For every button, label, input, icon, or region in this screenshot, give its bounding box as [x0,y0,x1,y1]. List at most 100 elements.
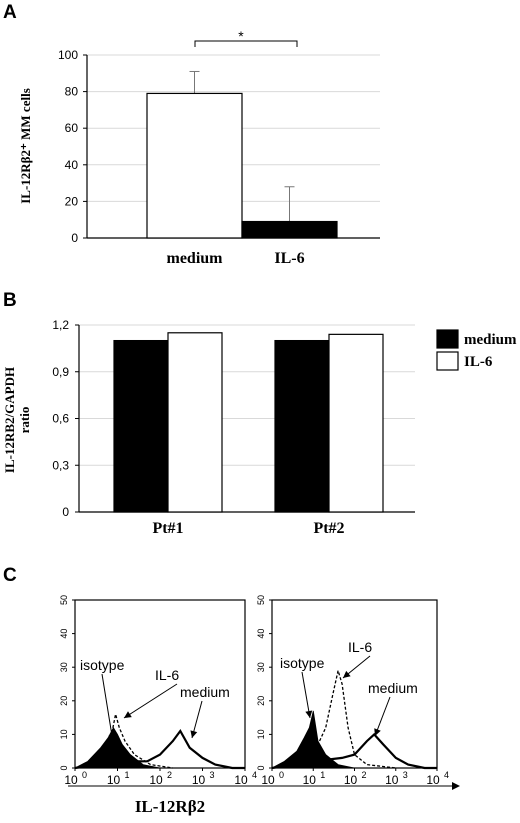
panel-c-y-tick-label: 0 [59,765,69,770]
panel-c-annotation-isotype: isotype [80,657,125,673]
panel-b-bar-medium [274,339,330,513]
panel-b-tick-label: 0,3 [52,458,69,472]
panel-a-category-label: IL-6 [274,250,304,267]
panel-a-bars [146,70,338,239]
panel-c-annotation-arrow [301,671,311,719]
panel-b-y-label-ratio: ratio [17,407,32,434]
panel-c-x-tick-exponent: 1 [320,770,325,780]
panel-c-x-tick-base: 10 [64,773,78,787]
panel-c-annotation-medium: medium [368,680,418,696]
panel-c-x-arrowhead [452,782,460,790]
panel-c-annotation-arrow [123,683,178,719]
panel-c-x-tick-exponent: 4 [252,770,257,780]
panel-a-bar-medium [146,92,243,239]
panel-c-annotation-arrowhead [374,728,381,736]
panel-b-legend: medium IL-6 [436,329,517,371]
panel-b-letter: B [3,290,17,311]
panel-b-y-ticks: 0 0,3 0,6 0,9 1,2 [52,318,79,519]
panel-c-annotation-isotype: isotype [280,655,325,671]
panel-b-tick-label: 0,9 [52,365,69,379]
panel-a-significance-star: * [238,28,244,44]
panel-c-y-tick-label: 0 [256,765,266,770]
panel-c-y-tick-label: 10 [256,729,266,739]
panel-c-x-tick-exponent: 3 [403,770,408,780]
panel-c-letter: C [3,565,17,586]
panel-c-x-tick-base: 10 [149,773,163,787]
panel-c-annotation-arrowhead [190,730,198,738]
panel-c-medium-curve [271,732,437,770]
panel-b-chart: 0 0,3 0,6 0,9 1,2 Pt#1 Pt#2 IL-12RB2/GAPDH ra… [2,318,517,537]
panel-b-category-label: Pt#2 [313,520,344,537]
panel-b-tick-label: 0,6 [52,412,69,426]
panel-c-y-tick-label: 40 [256,629,266,639]
panel-c-y-tick-label: 10 [59,729,69,739]
panel-b-tick-label: 1,2 [52,318,69,332]
panel-c-y-tick-label: 50 [59,595,69,605]
panel-c-annotation-arrowhead [124,711,132,718]
panel-c-x-tick-exponent: 1 [125,770,130,780]
panel-c-y-tick-label: 30 [59,662,69,672]
panel-c-x-tick-base: 10 [234,773,248,787]
panel-b-bar-medium [113,339,169,513]
panel-b-legend-label: medium [464,332,517,348]
panel-c-annotation-il-6: IL-6 [155,667,179,683]
panel-c-x-tick-base: 10 [426,773,440,787]
panel-c-x-tick-exponent: 2 [362,770,367,780]
panel-c-isotype-curve [74,726,161,769]
panel-c-y-tick-label: 40 [59,629,69,639]
panel-b-bar-il-6 [167,332,223,513]
panel-c-y-tick-label: 20 [256,696,266,706]
panel-a-y-ticks: 0 20 40 60 80 100 [58,48,87,245]
panel-c-medium-curve [74,728,245,770]
panel-c-isotype-curve [271,710,355,769]
panel-c-x-tick-base: 10 [107,773,121,787]
panel-c-y-tick-label: 20 [59,696,69,706]
panel-a-tick-label: 40 [65,158,79,172]
panel-c-x-tick-exponent: 2 [167,770,172,780]
panel-c-annotation-arrow [101,673,114,743]
panel-a-tick-label: 60 [65,121,79,135]
panel-c-y-tick-label: 30 [256,662,266,672]
panel-b-bar-il-6 [328,333,384,513]
panel-a-categories: medium IL-6 [167,250,305,267]
panel-b-categories: Pt#1 Pt#2 [152,520,344,537]
panel-b-y-label: IL-12RB2/GAPDH [2,367,17,473]
panel-c-x-tick-exponent: 4 [444,770,449,780]
panel-a-tick-label: 100 [58,48,78,62]
panel-c-annotation-il-6: IL-6 [348,639,372,655]
panel-a-tick-label: 20 [65,194,79,208]
panel-c-x-tick-base: 10 [344,773,358,787]
panel-b-tick-label: 0 [62,505,69,519]
panel-c-x-tick-exponent: 0 [279,770,284,780]
panel-a-bar-il-6 [241,220,338,239]
panel-c-annotation-arrowhead [343,670,351,678]
panel-a-letter: A [3,2,17,23]
panel-b-legend-swatch [436,329,459,349]
panel-b-bars [113,332,384,513]
panel-c-annotation-arrowhead [108,734,116,742]
panel-a-y-label: IL-12Rβ2⁺ MM cells [18,88,33,204]
panel-a-significance-bracket [194,40,298,47]
panel-c-annotation-medium: medium [180,684,230,700]
panel-c-x-tick-base: 10 [261,773,275,787]
panel-a-chart: 0 20 40 60 80 100 medium IL-6 * IL-12Rβ2⁺ MM c… [18,28,380,267]
panel-c-y-tick-label: 50 [256,595,266,605]
panel-c-x-tick-base: 10 [303,773,317,787]
panel-b-legend-label: IL-6 [464,354,493,370]
panel-c-annotation-arrowhead [305,710,313,718]
panel-c-x-tick-exponent: 0 [82,770,87,780]
panel-b-category-label: Pt#1 [152,520,183,537]
panel-c-x-tick-exponent: 3 [210,770,215,780]
panel-c-x-label: IL-12Rβ2 [135,797,205,816]
panel-b-legend-swatch [436,351,459,371]
panel-a-tick-label: 80 [65,85,79,99]
panel-c-x-tick-base: 10 [385,773,399,787]
panel-c-x-tick-base: 10 [192,773,206,787]
panel-c-il6-curve [74,714,173,769]
panel-a-category-label: medium [167,250,224,267]
panel-a-tick-label: 0 [71,231,78,245]
panel-c-histogram-1: 0 10 20 30 40 50 10 0 10 1 10 2 10 3 10 4 isotype IL-6med… [59,595,257,787]
